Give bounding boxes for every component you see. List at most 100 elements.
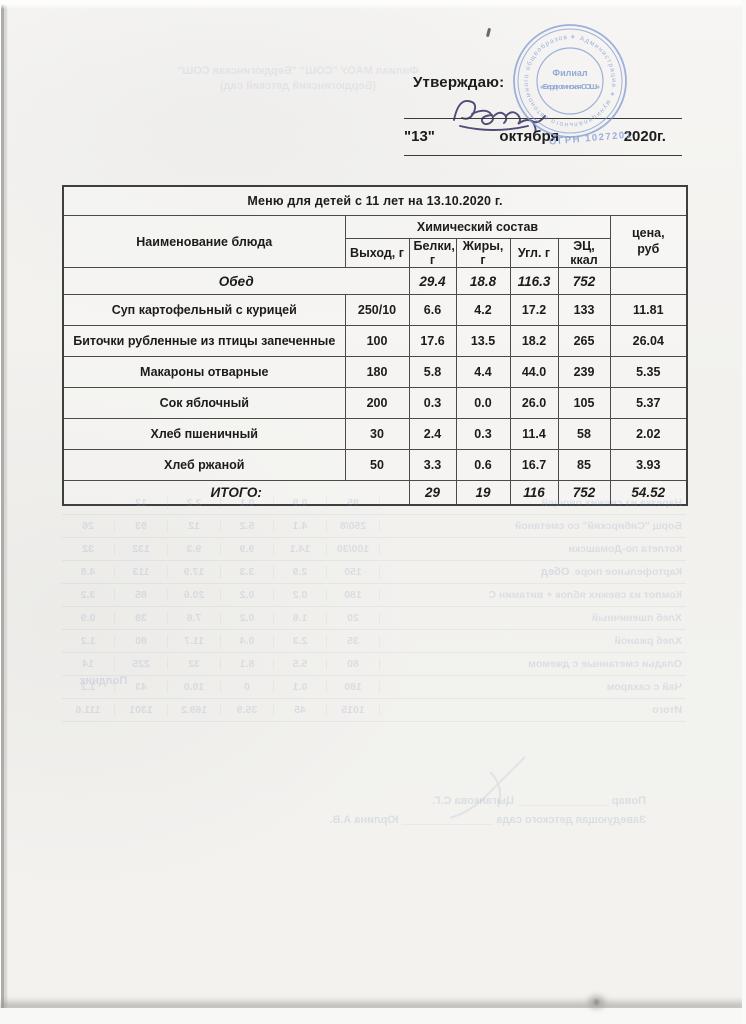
bleedthrough-value: 32 [168,658,221,670]
bleedthrough-value: 100/30 [327,543,380,555]
bleedthrough-value: 85 [327,497,380,509]
dish-row: Макароны отварные 180 5.8 4.4 44.0 239 5… [62,356,688,388]
total-protein: 29 [408,480,457,506]
section-price [609,267,688,295]
bleedthrough-header: Филиал МАОУ "СОШ" "Бердюгинская СОШ" (Бе… [148,64,448,94]
bleedthrough-value: 12 [115,497,168,509]
dish-price-cell: 26.04 [609,325,688,357]
bleedthrough-value: 0.4 [221,635,274,647]
bleedthrough-value: 35 [327,635,380,647]
stamp-center-line1: Филиал [552,68,587,78]
bleedthrough-value: 225 [115,658,168,670]
dish-fat-cell: 4.2 [455,294,511,326]
dish-fat-cell: 0.0 [455,387,511,419]
bleedthrough-value: 0.9 [274,497,327,509]
scan-edge-right [742,0,746,1024]
bleedthrough-value: 1015 [327,704,380,716]
bleedthrough-row: Картофельное пюре 150 2.9 3.3 17.9 113 4… [62,561,686,584]
bleedthrough-row: Нарезка из свежих овощей 85 0.9 0.1 2.2 … [62,492,686,515]
bleedthrough-dish-name: Нарезка из свежих овощей [541,497,682,509]
bleedthrough-table: Нарезка из свежих овощей 85 0.9 0.1 2.2 … [62,492,686,722]
bleedthrough-value: 250/8 [327,520,380,532]
header-output-g: Выход, г [344,238,410,268]
dish-price-cell: 3.93 [609,449,688,481]
dish-kcal-cell: 105 [557,387,611,419]
approval-date-day: "13" [404,128,435,145]
bleedthrough-value: 2.9 [274,566,327,578]
dish-name-cell: Хлеб ржаной [62,449,346,481]
bleedthrough-value: 45 [274,704,327,716]
bleedthrough-value: 113 [115,566,168,578]
approval-date-year: 2020г. [623,128,666,145]
section-name: Обед [62,267,410,295]
dish-output-cell: 100 [344,325,410,357]
bleedthrough-value: 169.2 [168,704,221,716]
school-stamp: ✶ Администрация ✶ муниципального автоном… [505,16,627,138]
bleedthrough-value: 2.2 [168,497,221,509]
dish-row: Биточки рубленные из птицы запеченные 10… [62,325,688,357]
total-kcal: 752 [557,480,611,506]
bleedthrough-value: 7.6 [168,612,221,624]
header-chemical-composition: Химический состав [344,215,611,239]
bleedthrough-section-snack: Полдник [80,675,128,687]
dish-protein-cell: 17.6 [408,325,457,357]
bleedthrough-value: 0.2 [221,589,274,601]
header-fat-g: Жиры, г [455,238,511,268]
bleedthrough-dish-name: Компот из свежих яблок + витамин С [488,589,682,601]
bleedthrough-value: 20 [327,612,380,624]
bleedthrough-value: 17.9 [168,566,221,578]
bleedthrough-row: Хлеб пшеничный 20 1.6 0.2 7.6 39 0.9 [62,607,686,630]
bleedthrough-value: 180 [327,681,380,693]
bleedthrough-row: Котлета по-Домашски 100/30 14.1 9.9 9.3 … [62,538,686,561]
bleedthrough-row: Оладьи сметанные с джемом 80 5.5 8.1 32 … [62,653,686,676]
bleedthrough-value: 80 [115,635,168,647]
dish-protein-cell: 6.6 [408,294,457,326]
bleedthrough-value: 150 [327,566,380,578]
dish-name-cell: Суп картофельный с курицей [62,294,346,326]
approval-underline [404,155,682,156]
bleedthrough-dish-name: Оладьи сметанные с джемом [528,658,682,670]
dish-output-cell: 250/10 [344,294,410,326]
bleedthrough-head-line: Заведующая детского сада _______________… [329,814,646,826]
ink-tick-mark [485,27,492,38]
header-dish-name: Наименование блюда [62,215,346,268]
bleedthrough-value: 14 [62,658,115,670]
dish-kcal-cell: 58 [557,418,611,450]
dish-name-cell: Хлеб пшеничный [62,418,346,450]
dish-row: Суп картофельный с курицей 250/10 6.6 4.… [62,294,688,326]
bleedthrough-value: 20.6 [168,589,221,601]
table-title: Меню для детей с 11 лет на 13.10.2020 г. [62,185,688,216]
dish-carbs-cell: 44.0 [509,356,559,388]
dish-fat-cell: 13.5 [455,325,511,357]
bleedthrough-value: 32 [62,543,115,555]
scan-edge-bottom-shadow [0,1002,746,1011]
dish-kcal-cell: 85 [557,449,611,481]
dish-protein-cell: 0.3 [408,387,457,419]
scan-below-page [0,1008,746,1024]
bleedthrough-value: 3.3 [221,566,274,578]
menu-table: Меню для детей с 11 лет на 13.10.2020 г.… [62,185,689,506]
scan-edge-left [0,0,8,1010]
dish-price-cell: 5.35 [609,356,688,388]
dish-output-cell: 50 [344,449,410,481]
header-carbs-g: Угл. г [509,238,559,268]
total-label: ИТОГО: [62,480,410,506]
bleedthrough-header-line2: (Бердюгинский детский сад) [219,80,377,92]
dish-carbs-cell: 11.4 [509,418,559,450]
bleedthrough-header-line1: Филиал МАОУ "СОШ" "Бердюгинская СОШ" [177,65,419,77]
bleedthrough-value: 3.2 [62,589,115,601]
bleedthrough-row: Борщ "Сибирский" со сметаной 250/8 4.1 5… [62,515,686,538]
dish-row: Хлеб ржаной 50 3.3 0.6 16.7 85 3.93 [62,449,688,481]
bleedthrough-value: 0.2 [221,612,274,624]
bleedthrough-value: 26 [62,520,115,532]
total-row: ИТОГО: 29 19 116 752 54.52 [62,480,688,506]
stamp-center-line2: «Бердюгинская СОШ» [540,82,600,91]
bleedthrough-value: 0.9 [62,612,115,624]
dish-protein-cell: 3.3 [408,449,457,481]
dish-kcal-cell: 239 [557,356,611,388]
signature-line [404,118,682,119]
bleedthrough-value: 5.2 [221,520,274,532]
dish-name-cell: Биточки рубленные из птицы запеченные [62,325,346,357]
dish-price-cell: 5.37 [609,387,688,419]
